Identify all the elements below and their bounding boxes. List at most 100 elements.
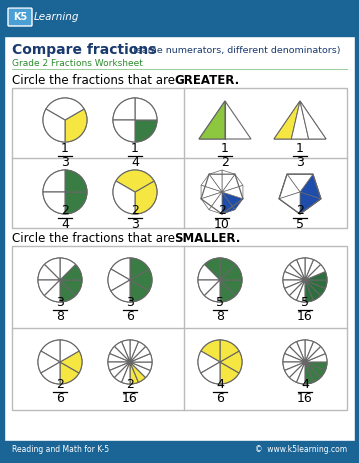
Text: 3: 3 <box>56 296 64 309</box>
Polygon shape <box>209 170 222 192</box>
Wedge shape <box>305 354 327 362</box>
Wedge shape <box>201 340 220 362</box>
Wedge shape <box>305 362 321 382</box>
Wedge shape <box>285 264 305 280</box>
Text: 16: 16 <box>122 393 138 406</box>
Text: 10: 10 <box>214 219 230 232</box>
Wedge shape <box>60 258 75 280</box>
Text: Reading and Math for K-5: Reading and Math for K-5 <box>12 444 109 453</box>
Circle shape <box>43 170 87 214</box>
Wedge shape <box>297 362 305 384</box>
Wedge shape <box>110 362 130 377</box>
Polygon shape <box>222 170 235 192</box>
Wedge shape <box>130 280 149 302</box>
Text: Circle the fractions that are: Circle the fractions that are <box>12 74 179 87</box>
Polygon shape <box>300 174 321 199</box>
Text: SMALLER.: SMALLER. <box>174 232 241 244</box>
Text: 2: 2 <box>296 205 304 218</box>
Bar <box>0 457 359 463</box>
Text: Learning: Learning <box>34 12 79 22</box>
Wedge shape <box>108 362 130 370</box>
Wedge shape <box>65 170 87 192</box>
Wedge shape <box>220 340 239 362</box>
Text: 1: 1 <box>131 143 139 156</box>
Bar <box>4 6 355 36</box>
Wedge shape <box>122 362 130 384</box>
Wedge shape <box>305 272 327 280</box>
Wedge shape <box>289 260 305 280</box>
Wedge shape <box>305 362 313 384</box>
Wedge shape <box>43 170 65 192</box>
Wedge shape <box>305 340 313 362</box>
Wedge shape <box>285 362 305 377</box>
Wedge shape <box>201 362 220 384</box>
Wedge shape <box>289 362 305 382</box>
Circle shape <box>108 258 152 302</box>
Polygon shape <box>279 174 321 214</box>
Wedge shape <box>45 258 60 280</box>
Wedge shape <box>46 98 84 120</box>
Wedge shape <box>110 346 130 362</box>
Polygon shape <box>279 174 300 199</box>
Polygon shape <box>209 192 222 214</box>
Wedge shape <box>198 280 220 295</box>
Wedge shape <box>220 258 236 280</box>
Bar <box>12 246 347 410</box>
Text: 2: 2 <box>218 205 226 218</box>
Wedge shape <box>305 280 313 302</box>
Text: 2: 2 <box>221 156 229 169</box>
Circle shape <box>38 340 82 384</box>
Text: 3: 3 <box>61 156 69 169</box>
Wedge shape <box>130 342 145 362</box>
Wedge shape <box>220 264 242 280</box>
Wedge shape <box>305 264 325 280</box>
Circle shape <box>283 258 327 302</box>
Wedge shape <box>305 260 321 280</box>
Text: 3: 3 <box>296 156 304 169</box>
Text: 5: 5 <box>301 296 309 309</box>
Polygon shape <box>222 174 243 192</box>
Text: 8: 8 <box>56 311 64 324</box>
Text: 2: 2 <box>131 205 139 218</box>
Circle shape <box>108 340 152 384</box>
Wedge shape <box>43 192 65 214</box>
Text: 6: 6 <box>56 393 64 406</box>
Wedge shape <box>297 340 305 362</box>
Polygon shape <box>300 101 326 139</box>
Text: 5: 5 <box>296 219 304 232</box>
Bar <box>355 0 359 463</box>
Text: 6: 6 <box>126 311 134 324</box>
Wedge shape <box>283 272 305 280</box>
Text: 5: 5 <box>216 296 224 309</box>
Wedge shape <box>60 264 82 280</box>
Wedge shape <box>130 346 150 362</box>
Polygon shape <box>199 101 225 139</box>
Circle shape <box>198 258 242 302</box>
Wedge shape <box>297 280 305 302</box>
Wedge shape <box>283 362 305 370</box>
Text: (same numerators, different denominators): (same numerators, different denominators… <box>130 45 340 55</box>
Wedge shape <box>130 354 152 362</box>
Wedge shape <box>122 340 130 362</box>
Wedge shape <box>220 280 242 295</box>
Wedge shape <box>305 258 313 280</box>
Text: 1: 1 <box>296 143 304 156</box>
Text: ©  www.k5learning.com: © www.k5learning.com <box>255 444 347 453</box>
Polygon shape <box>201 174 222 192</box>
Text: 4: 4 <box>61 219 69 232</box>
Wedge shape <box>113 120 135 142</box>
Wedge shape <box>116 170 154 192</box>
Text: 16: 16 <box>297 311 313 324</box>
Wedge shape <box>283 280 305 288</box>
Wedge shape <box>130 258 149 280</box>
Polygon shape <box>201 185 222 199</box>
Wedge shape <box>198 351 220 373</box>
Wedge shape <box>38 280 60 295</box>
Wedge shape <box>113 181 135 214</box>
Polygon shape <box>201 192 222 210</box>
Wedge shape <box>60 362 79 384</box>
Wedge shape <box>130 362 150 377</box>
Text: 1: 1 <box>221 143 229 156</box>
Wedge shape <box>60 280 75 302</box>
Text: 3: 3 <box>126 296 134 309</box>
